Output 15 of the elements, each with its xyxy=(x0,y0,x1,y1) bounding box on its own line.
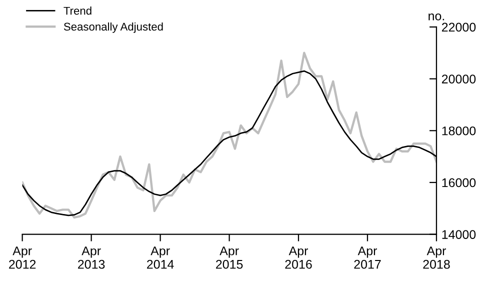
x-tick-label: Apr 2016 xyxy=(285,246,312,269)
legend-label: Seasonally Adjusted xyxy=(64,22,163,33)
y-tick-label: 20000 xyxy=(442,74,476,84)
y-tick-label: 22000 xyxy=(442,22,476,32)
x-tick-label: Apr 2013 xyxy=(78,246,105,269)
x-tick-label: Apr 2018 xyxy=(423,246,450,269)
x-tick-label: Apr 2012 xyxy=(9,246,36,269)
x-tick-label: Apr 2014 xyxy=(147,246,174,269)
x-tick-label: Apr 2015 xyxy=(216,246,243,269)
y-tick-label: 14000 xyxy=(442,230,476,239)
legend-label: Trend xyxy=(64,6,92,15)
y-axis-title: no. xyxy=(428,14,444,20)
y-tick-label: 16000 xyxy=(442,178,476,188)
y-tick-label: 18000 xyxy=(442,126,476,136)
x-tick-label: Apr 2017 xyxy=(354,246,381,269)
